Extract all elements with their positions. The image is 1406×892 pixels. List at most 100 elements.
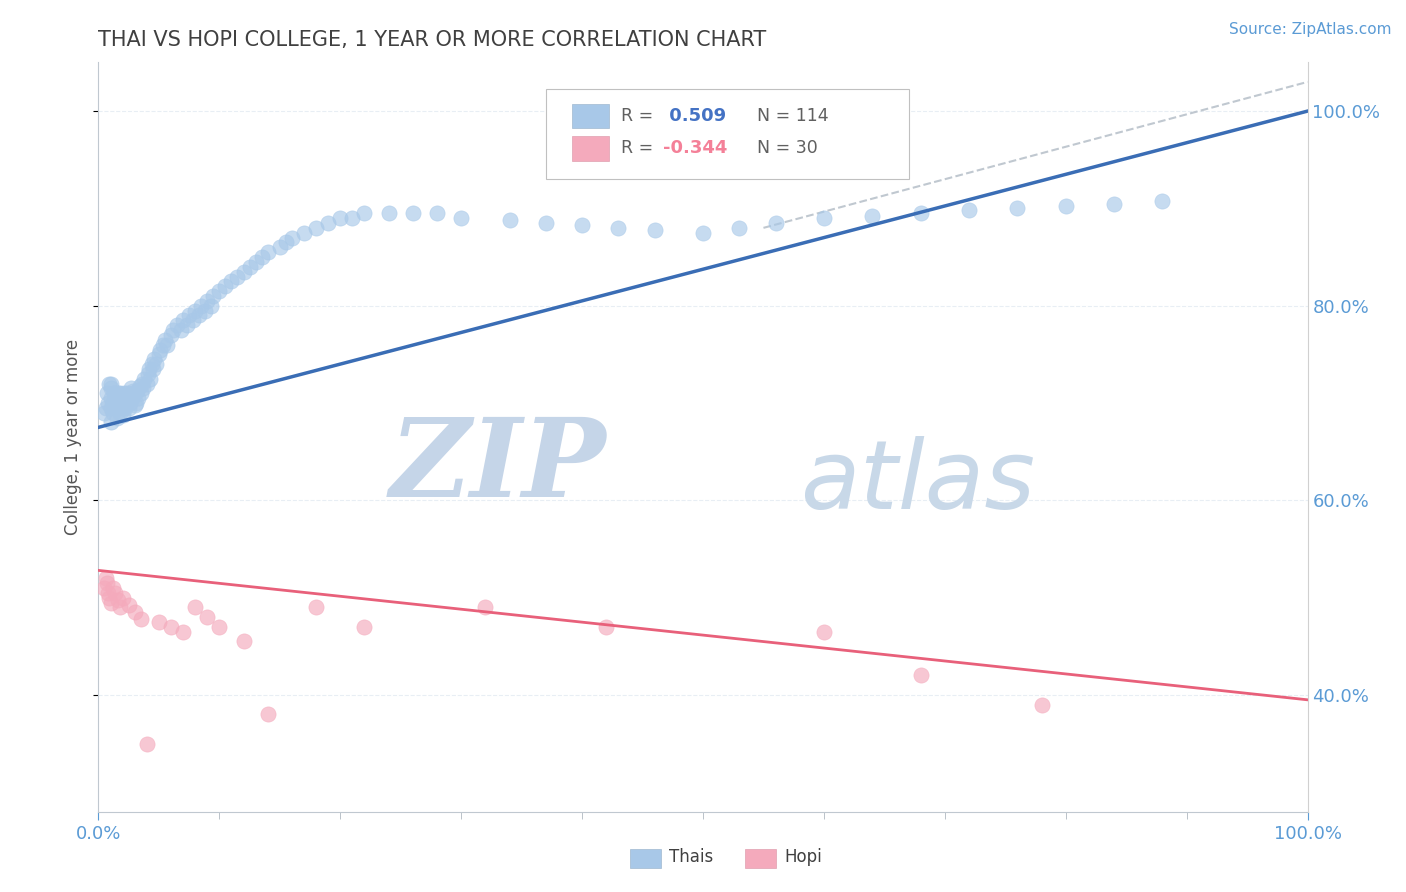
Point: [134, 372, 156, 386]
Text: R =: R =: [621, 107, 658, 125]
Point: [474, 600, 496, 615]
Point: [107, 386, 129, 401]
Point: [94, 571, 117, 585]
Y-axis label: College, 1 year or more: College, 1 year or more: [65, 339, 83, 535]
Point: [274, 235, 297, 250]
Point: [498, 213, 520, 227]
Point: [117, 386, 139, 401]
Point: [172, 313, 194, 327]
Text: atlas: atlas: [800, 435, 1035, 529]
Point: [426, 206, 449, 220]
Point: [692, 226, 714, 240]
Point: [107, 396, 129, 410]
Text: N = 30: N = 30: [758, 139, 818, 157]
Point: [108, 391, 131, 405]
Point: [114, 401, 136, 415]
Point: [195, 293, 218, 308]
Point: [148, 615, 170, 629]
Point: [111, 408, 134, 422]
Point: [100, 595, 122, 609]
Point: [141, 357, 163, 371]
Point: [765, 216, 787, 230]
Point: [910, 206, 932, 220]
Point: [202, 289, 225, 303]
Point: [108, 600, 131, 615]
FancyBboxPatch shape: [572, 136, 609, 161]
Point: [118, 396, 141, 410]
Point: [132, 381, 155, 395]
Point: [138, 362, 160, 376]
Point: [160, 620, 183, 634]
Point: [728, 220, 751, 235]
Point: [104, 391, 127, 405]
FancyBboxPatch shape: [572, 103, 609, 128]
Text: N = 114: N = 114: [758, 107, 830, 125]
Point: [957, 203, 980, 218]
Text: R =: R =: [621, 139, 658, 157]
Point: [450, 211, 472, 226]
Point: [115, 396, 138, 410]
Point: [534, 216, 557, 230]
Point: [96, 386, 118, 401]
Point: [571, 218, 593, 232]
Point: [100, 376, 122, 391]
Point: [316, 216, 339, 230]
Text: -0.344: -0.344: [664, 139, 727, 157]
Point: [124, 386, 146, 401]
Point: [184, 600, 207, 615]
Point: [813, 211, 835, 226]
Point: [103, 386, 125, 401]
Point: [1007, 202, 1029, 216]
Point: [181, 313, 204, 327]
Point: [135, 737, 157, 751]
Point: [100, 416, 122, 430]
Point: [281, 230, 304, 244]
Point: [108, 396, 131, 410]
Point: [105, 410, 128, 425]
Point: [100, 401, 122, 415]
Point: [143, 352, 166, 367]
Point: [1152, 194, 1174, 208]
Text: Thais: Thais: [669, 847, 713, 865]
Point: [108, 406, 131, 420]
Point: [149, 343, 172, 357]
Point: [166, 318, 188, 333]
Text: 0.509: 0.509: [664, 107, 727, 125]
Point: [162, 323, 184, 337]
FancyBboxPatch shape: [630, 849, 661, 868]
Text: ZIP: ZIP: [389, 413, 606, 521]
Point: [127, 391, 149, 405]
Point: [94, 401, 117, 415]
Point: [353, 620, 375, 634]
Point: [145, 357, 167, 371]
Point: [98, 376, 121, 391]
Point: [118, 388, 141, 402]
Point: [256, 245, 278, 260]
Point: [111, 391, 134, 405]
Point: [153, 333, 176, 347]
Point: [148, 347, 170, 361]
Point: [110, 391, 132, 405]
Point: [172, 624, 194, 639]
Point: [169, 323, 191, 337]
Text: THAI VS HOPI COLLEGE, 1 YEAR OR MORE CORRELATION CHART: THAI VS HOPI COLLEGE, 1 YEAR OR MORE COR…: [98, 29, 766, 50]
Point: [128, 378, 150, 392]
Point: [245, 255, 267, 269]
Point: [194, 303, 217, 318]
Point: [187, 309, 209, 323]
Point: [108, 386, 131, 401]
Point: [118, 599, 141, 613]
Point: [269, 240, 291, 254]
Point: [122, 384, 145, 399]
FancyBboxPatch shape: [745, 849, 776, 868]
Point: [184, 303, 207, 318]
Point: [129, 386, 152, 401]
Point: [402, 206, 425, 220]
Point: [131, 376, 153, 391]
Point: [111, 401, 134, 415]
Point: [860, 209, 883, 223]
Point: [111, 591, 134, 605]
Point: [214, 279, 236, 293]
Point: [256, 707, 278, 722]
Point: [250, 250, 273, 264]
